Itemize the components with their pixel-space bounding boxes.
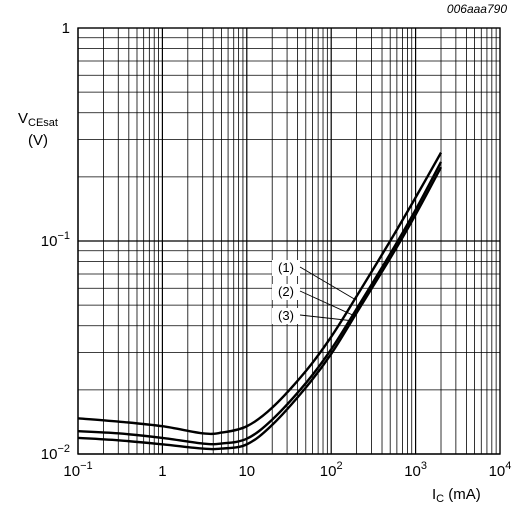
figure-code: 006aaa790 xyxy=(446,2,507,16)
x-axis-label-sub: C xyxy=(436,493,445,505)
series-line-1 xyxy=(77,152,443,436)
x-tick-label: 10−1 xyxy=(63,460,92,480)
curves xyxy=(77,152,443,451)
series-label-3: (3) xyxy=(278,308,294,323)
x-axis-label: IC (mA) xyxy=(432,486,481,505)
y-axis-label-sub: CEsat xyxy=(28,117,58,129)
plot-frame xyxy=(77,27,501,455)
y-tick-label: 1 xyxy=(62,20,70,37)
y-axis-label-unit: (V) xyxy=(28,132,48,149)
series-leader-3 xyxy=(299,314,352,322)
curve-labels: (1) (2) (3) xyxy=(272,260,355,324)
x-axis-label-main: I xyxy=(432,486,437,503)
x-tick-label: 102 xyxy=(320,460,343,480)
y-tick-label: 10−1 xyxy=(41,230,70,250)
y-tick-label: 10−2 xyxy=(41,443,70,463)
y-axis-label: VCEsat (V) xyxy=(8,110,68,150)
series-label-bg-3 xyxy=(272,308,300,324)
series-line-2 xyxy=(77,161,443,446)
series-label-1: (1) xyxy=(278,260,294,275)
series-leader-1 xyxy=(299,266,355,300)
x-tick-label: 104 xyxy=(489,460,512,480)
series-label-bg-2 xyxy=(272,284,300,300)
x-axis-label-unit: (mA) xyxy=(448,486,481,503)
x-tick-label: 10 xyxy=(238,463,255,480)
series-label-2: (2) xyxy=(278,284,294,299)
series-leader-2 xyxy=(299,290,353,316)
series-label-bg-1 xyxy=(272,260,300,276)
y-axis-label-main: V xyxy=(18,110,29,127)
x-tick-label: 103 xyxy=(404,460,427,480)
series-line-3 xyxy=(77,166,443,451)
x-tick-label: 1 xyxy=(158,463,166,480)
